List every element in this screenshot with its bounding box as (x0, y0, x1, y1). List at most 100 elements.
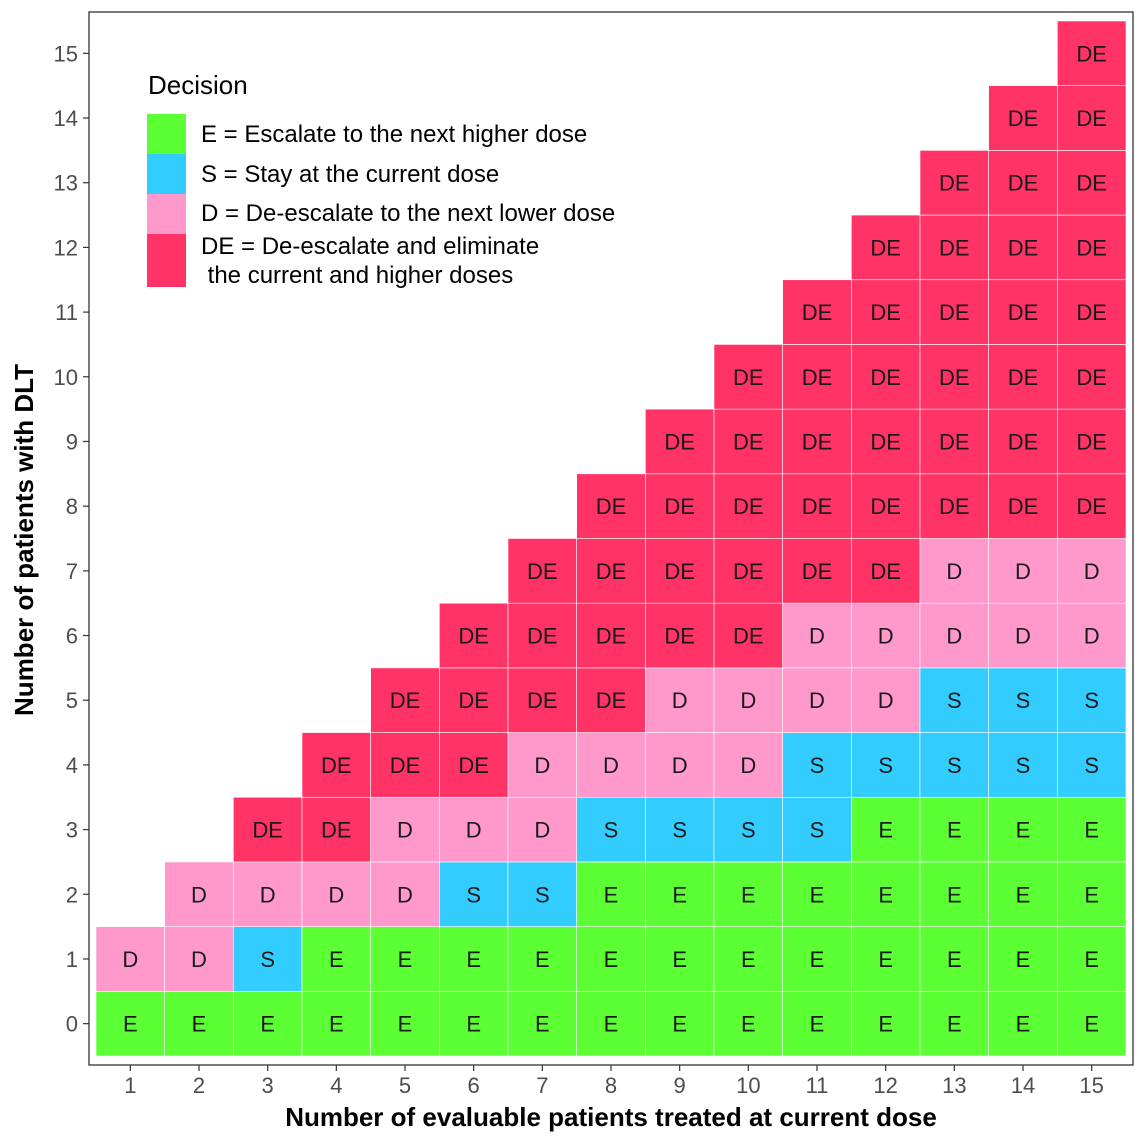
x-tick-label: 11 (806, 1073, 829, 1098)
heatmap-cell (988, 861, 1058, 927)
cell-label: S (878, 753, 893, 778)
cell-label: DE (252, 818, 283, 843)
cell-label: DE (870, 365, 901, 390)
y-tick-label: 12 (54, 235, 78, 260)
cell-label: D (191, 882, 207, 907)
heatmap-cell (782, 796, 852, 863)
cell-label: E (947, 947, 962, 972)
cell-label: DE (596, 494, 627, 519)
heatmap-cell (507, 667, 577, 733)
cell-label: D (122, 947, 138, 972)
cell-label: D (809, 624, 825, 649)
legend-key-d (147, 194, 186, 234)
cell-label: DE (802, 365, 833, 390)
heatmap-cell (164, 991, 234, 1057)
x-tick-label: 4 (330, 1073, 342, 1098)
cell-label: E (535, 1012, 550, 1037)
cell-label: D (946, 559, 962, 584)
heatmap-cell (439, 926, 509, 992)
cell-label: DE (939, 300, 970, 325)
cell-label: E (398, 1012, 413, 1037)
cell-label: DE (664, 559, 695, 584)
x-tick-label: 9 (674, 1073, 686, 1098)
cell-label: S (1016, 753, 1031, 778)
x-tick-label: 7 (536, 1073, 548, 1098)
cell-label: E (672, 947, 687, 972)
cell-label: DE (870, 300, 901, 325)
heatmap-cell (645, 926, 715, 992)
heatmap-cell (988, 991, 1058, 1057)
cell-label: DE (1076, 300, 1107, 325)
heatmap-cell (988, 85, 1058, 151)
cell-label: E (878, 818, 893, 843)
heatmap-cell (645, 732, 715, 798)
cell-label: E (947, 882, 962, 907)
cell-label: E (1084, 818, 1099, 843)
y-tick-label: 5 (66, 688, 78, 713)
legend-label: DE = De-escalate and eliminate (201, 233, 539, 260)
cell-label: E (466, 947, 481, 972)
cell-label: S (947, 753, 962, 778)
cell-label: DE (802, 429, 833, 454)
heatmap-cell (1057, 408, 1127, 475)
legend-label: D = De-escalate to the next lower dose (201, 200, 615, 227)
heatmap-cell (1057, 279, 1127, 345)
cell-label: DE (458, 753, 489, 778)
heatmap-cell (919, 279, 989, 345)
cell-label: S (741, 818, 756, 843)
heatmap-cell (713, 667, 783, 733)
cell-label: DE (1008, 494, 1039, 519)
y-tick-label: 15 (54, 41, 78, 66)
cell-label: DE (939, 429, 970, 454)
cell-label: D (1084, 624, 1100, 649)
cell-label: E (260, 1012, 275, 1037)
x-tick-label: 14 (1011, 1073, 1035, 1098)
heatmap-cell (95, 991, 165, 1057)
cell-label: DE (390, 688, 421, 713)
cell-label: D (260, 882, 276, 907)
legend-title: Decision (148, 70, 248, 100)
x-tick-label: 3 (262, 1073, 274, 1098)
heatmap-cell (1057, 214, 1127, 281)
cell-label: DE (733, 624, 764, 649)
cell-label: DE (1008, 429, 1039, 454)
cell-label: DE (1008, 106, 1039, 131)
cell-label: DE (1076, 235, 1107, 260)
cell-label: E (672, 1012, 687, 1037)
heatmap-cell (782, 732, 852, 798)
cell-label: DE (527, 688, 558, 713)
cell-label: E (1016, 818, 1031, 843)
heatmap-cell (919, 861, 989, 927)
heatmap-cell (1057, 85, 1127, 151)
x-tick-label: 5 (399, 1073, 411, 1098)
heatmap-cell (851, 279, 921, 345)
cell-label: DE (527, 624, 558, 649)
cell-label: DE (596, 559, 627, 584)
legend-label: S = Stay at the current dose (201, 161, 499, 188)
y-tick-label: 4 (66, 753, 78, 778)
y-tick-label: 11 (55, 300, 78, 325)
legend: Decision E = Escalate to the next higher … (147, 70, 615, 289)
heatmap-cell (851, 926, 921, 992)
heatmap-cell (507, 926, 577, 992)
heatmap-cell (645, 538, 715, 604)
y-tick-label: 1 (66, 947, 78, 972)
x-tick-label: 8 (605, 1073, 617, 1098)
heatmap-cell (919, 667, 989, 733)
heatmap-cell (713, 861, 783, 927)
cell-label: DE (733, 429, 764, 454)
cell-label: DE (664, 429, 695, 454)
cell-label: D (809, 688, 825, 713)
heatmap-cell (988, 150, 1058, 216)
cell-label: S (466, 882, 481, 907)
cell-label: D (1015, 624, 1031, 649)
cell-label: DE (939, 235, 970, 260)
heatmap-cell (301, 861, 371, 927)
heatmap-cell (1057, 796, 1127, 863)
heatmap-cell (439, 667, 509, 733)
heatmap-cell (576, 538, 646, 604)
cell-label: DE (1076, 365, 1107, 390)
heatmap-cell (851, 667, 921, 733)
y-tick-label: 7 (66, 559, 78, 584)
